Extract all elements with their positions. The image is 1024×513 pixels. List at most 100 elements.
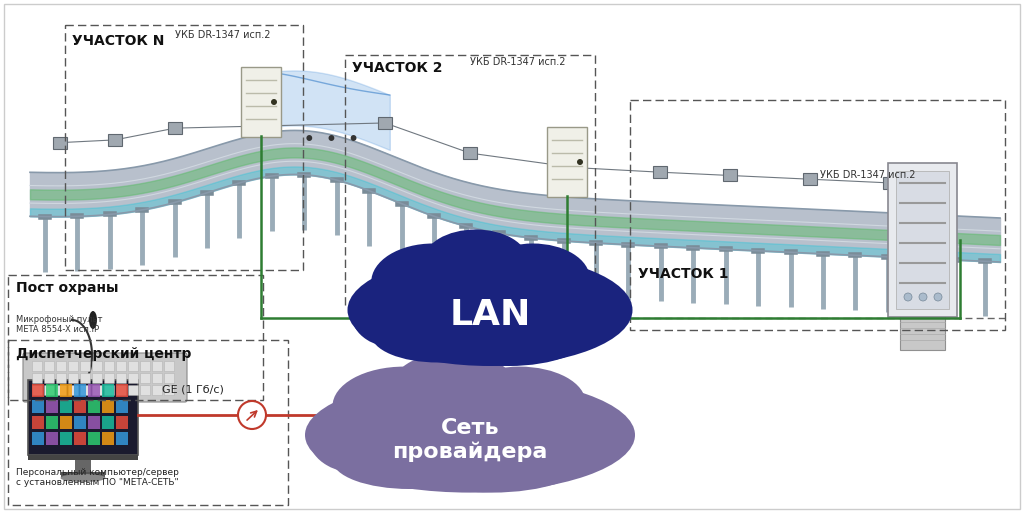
FancyBboxPatch shape [56, 373, 67, 384]
Ellipse shape [393, 352, 514, 417]
Bar [60, 400, 72, 413]
FancyBboxPatch shape [153, 385, 163, 396]
Text: УКБ DR-1347 исп.2: УКБ DR-1347 исп.2 [470, 57, 565, 67]
Bar [883, 177, 897, 189]
FancyBboxPatch shape [896, 171, 949, 309]
Ellipse shape [347, 254, 633, 366]
Ellipse shape [333, 367, 475, 446]
Bar [116, 384, 128, 397]
Bar [60, 384, 72, 397]
FancyBboxPatch shape [140, 385, 151, 396]
FancyBboxPatch shape [56, 362, 67, 371]
Ellipse shape [310, 410, 421, 475]
Bar [378, 117, 392, 129]
Ellipse shape [372, 306, 504, 363]
Bar [32, 384, 44, 397]
Bar [630, 100, 1005, 330]
Text: GE (1 Гб/с): GE (1 Гб/с) [162, 385, 224, 395]
Circle shape [238, 401, 266, 429]
FancyBboxPatch shape [92, 362, 102, 371]
FancyBboxPatch shape [104, 385, 115, 396]
Ellipse shape [454, 367, 586, 439]
Circle shape [919, 293, 927, 301]
Bar [74, 416, 86, 429]
Bar [75, 460, 91, 472]
FancyBboxPatch shape [33, 385, 43, 396]
Ellipse shape [60, 474, 105, 482]
FancyBboxPatch shape [44, 385, 54, 396]
Ellipse shape [428, 303, 590, 366]
FancyBboxPatch shape [69, 362, 79, 371]
Bar [65, 25, 303, 270]
Bar [102, 400, 114, 413]
Bar [803, 173, 817, 185]
FancyBboxPatch shape [153, 362, 163, 371]
Bar [88, 400, 100, 413]
FancyBboxPatch shape [165, 362, 174, 371]
Bar [116, 432, 128, 445]
FancyBboxPatch shape [547, 127, 587, 197]
Ellipse shape [398, 428, 586, 492]
Text: Микрофоный пульт
META 8554-X исп.IP: Микрофоный пульт META 8554-X исп.IP [16, 315, 102, 334]
FancyBboxPatch shape [28, 380, 138, 455]
FancyBboxPatch shape [81, 373, 90, 384]
Bar [32, 432, 44, 445]
Bar [74, 432, 86, 445]
Ellipse shape [538, 288, 623, 346]
Text: УЧАСТОК 2: УЧАСТОК 2 [352, 61, 442, 75]
Text: УКБ DR-1347 исп.2: УКБ DR-1347 исп.2 [175, 30, 270, 40]
FancyBboxPatch shape [117, 385, 127, 396]
Text: УЧАСТОК 1: УЧАСТОК 1 [638, 267, 728, 281]
FancyBboxPatch shape [23, 353, 187, 402]
FancyBboxPatch shape [128, 373, 138, 384]
Bar [168, 122, 182, 134]
FancyBboxPatch shape [117, 373, 127, 384]
Bar [46, 432, 58, 445]
Circle shape [577, 159, 583, 165]
Text: LAN: LAN [450, 298, 530, 332]
FancyBboxPatch shape [44, 362, 54, 371]
Ellipse shape [525, 412, 624, 472]
Bar [102, 416, 114, 429]
FancyBboxPatch shape [33, 362, 43, 371]
Bar [60, 416, 72, 429]
Bar [723, 169, 737, 182]
Bar [46, 384, 58, 397]
FancyBboxPatch shape [140, 373, 151, 384]
Bar [900, 315, 945, 350]
Circle shape [904, 293, 912, 301]
FancyBboxPatch shape [888, 163, 957, 317]
Bar [60, 432, 72, 445]
Bar [102, 384, 114, 397]
Ellipse shape [333, 431, 486, 489]
FancyBboxPatch shape [81, 385, 90, 396]
Bar [568, 162, 582, 173]
FancyBboxPatch shape [92, 385, 102, 396]
Bar [8, 275, 263, 400]
Bar [116, 400, 128, 413]
FancyBboxPatch shape [33, 373, 43, 384]
Text: Диспетчерский центр: Диспетчерский центр [16, 347, 191, 361]
Text: УКБ DR-1347 исп.2: УКБ DR-1347 исп.2 [820, 170, 915, 180]
FancyBboxPatch shape [69, 385, 79, 396]
Ellipse shape [352, 286, 447, 348]
Bar [345, 55, 595, 305]
Text: Пост охраны: Пост охраны [16, 281, 119, 295]
Circle shape [934, 293, 942, 301]
Bar [74, 400, 86, 413]
FancyBboxPatch shape [44, 373, 54, 384]
FancyBboxPatch shape [92, 373, 102, 384]
FancyBboxPatch shape [104, 373, 115, 384]
Bar [74, 384, 86, 397]
FancyBboxPatch shape [153, 373, 163, 384]
Bar [46, 400, 58, 413]
FancyBboxPatch shape [165, 373, 174, 384]
Ellipse shape [372, 244, 495, 321]
FancyBboxPatch shape [165, 385, 174, 396]
Ellipse shape [89, 311, 97, 329]
FancyBboxPatch shape [140, 362, 151, 371]
Bar [88, 384, 100, 397]
Bar [32, 416, 44, 429]
FancyBboxPatch shape [128, 385, 138, 396]
Bar [61, 472, 105, 478]
